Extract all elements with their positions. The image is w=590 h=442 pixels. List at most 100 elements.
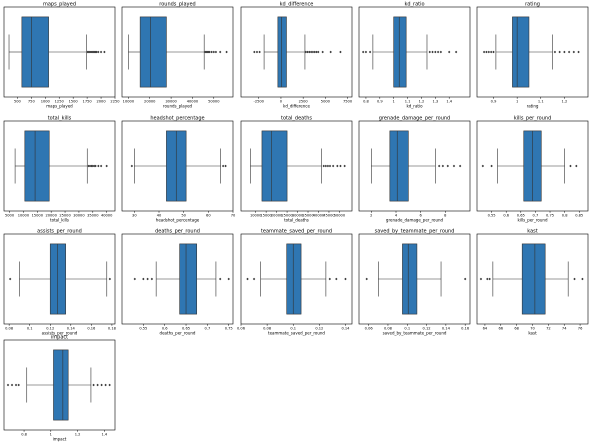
outlier-point: [308, 50, 311, 54]
axes-frame: [358, 233, 471, 325]
outlier-point: [567, 50, 571, 54]
x-tick-label: 30000: [292, 214, 304, 218]
x-tick-label: 40000: [101, 214, 113, 218]
outlier-point: [214, 50, 218, 54]
subplot-rating: rating 0.9 1 1.1 1.2 rating: [476, 2, 589, 109]
x-axis-label: rating: [527, 104, 539, 109]
outlier-point: [95, 50, 98, 54]
iqr-box: [277, 16, 287, 88]
x-axis-label: maps_played: [46, 104, 73, 109]
axes-frame: [240, 6, 353, 98]
x-tick-label: 1.1: [538, 100, 544, 104]
subplot-title: headshot_percentage: [150, 116, 204, 122]
outlier-point: [104, 383, 107, 387]
outlier-point: [331, 164, 335, 168]
x-axis-label: grenade_damage_per_round: [386, 218, 444, 223]
x-tick-label: 750: [28, 100, 36, 104]
x-tick-label: 1000: [41, 100, 51, 104]
x-tick-label: 0.8: [363, 100, 369, 104]
x-tick-label: 15000: [32, 214, 44, 218]
x-axis-label: kd_ratio: [406, 104, 423, 109]
outlier-point: [489, 50, 493, 54]
outlier-point: [88, 164, 92, 168]
outlier-point: [97, 50, 100, 54]
x-tick-label: 0.6: [503, 214, 509, 218]
x-tick-label: 0.12: [315, 327, 323, 331]
outlier-point: [258, 50, 261, 54]
iqr-box: [139, 16, 167, 88]
x-tick-label: 2: [370, 214, 372, 218]
x-tick-label: 50: [181, 214, 186, 218]
iqr-box: [21, 16, 49, 88]
x-tick-label: 0.7: [205, 327, 211, 331]
x-tick-label: 20000: [45, 214, 57, 218]
x-tick-label: 25000: [59, 214, 71, 218]
x-tick-label: 1: [50, 433, 52, 437]
outlier-point: [441, 164, 445, 168]
x-tick-label: 0.08: [263, 327, 272, 331]
x-tick-label: 0.1: [290, 327, 296, 331]
outlier-point: [150, 277, 154, 281]
outlier-point: [336, 164, 339, 168]
x-tick-label: 15000: [260, 214, 272, 218]
outlier-point: [486, 277, 489, 281]
outlier-point: [339, 50, 342, 54]
subplot-rounds-played: rounds_played 10000 20000 30000 40000 50000 ro…: [121, 2, 234, 109]
outlier-point: [452, 164, 456, 168]
x-tick-label: 500: [14, 100, 22, 104]
x-axis-label: saved_by_teammate_per_round: [383, 331, 447, 336]
axes-frame: [3, 339, 116, 431]
x-tick-label: 50000: [334, 214, 346, 218]
iqr-box: [521, 243, 546, 315]
outlier-point: [309, 50, 313, 54]
iqr-box: [179, 243, 198, 315]
outlier-point: [492, 50, 495, 54]
outlier-point: [105, 164, 108, 168]
outlier-point: [321, 50, 324, 54]
x-tick-label: 1.4: [101, 433, 107, 437]
outlier-point: [329, 50, 332, 54]
subplot-title: rounds_played: [159, 2, 195, 8]
outlier-point: [224, 164, 227, 168]
iqr-box: [389, 130, 409, 202]
x-tick-label: 0.8: [562, 214, 568, 218]
x-tick-label: 0.9: [377, 100, 383, 104]
subplot-kills-per-round: kills_per_round 0.55 0.6 0.65 0.7 0.75 0.8 0.85…: [476, 116, 589, 223]
x-tick-label: 2000: [96, 100, 106, 104]
outlier-point: [304, 50, 308, 54]
outlier-point: [253, 50, 256, 54]
outlier-point: [439, 50, 443, 54]
outlier-point: [317, 50, 320, 54]
outlier-point: [324, 164, 328, 168]
x-tick-label: 0.65: [182, 327, 190, 331]
outlier-point: [218, 50, 222, 54]
x-tick-label: 4: [395, 214, 398, 218]
subplot-title: impact: [51, 335, 68, 341]
x-tick-label: 0.14: [442, 327, 451, 331]
outlier-point: [100, 383, 103, 387]
subplot-deaths-per-round: deaths_per_round 0.55 0.6 0.65 0.7 0.75 deaths…: [121, 229, 234, 336]
x-tick-label: 50000: [208, 100, 220, 104]
outlier-point: [487, 50, 491, 54]
outlier-point: [485, 50, 488, 54]
outlier-point: [103, 50, 106, 54]
outlier-point: [558, 50, 561, 54]
outlier-point: [365, 277, 368, 281]
outlier-point: [454, 50, 458, 54]
outlier-point: [97, 164, 100, 168]
outlier-point: [481, 164, 485, 168]
x-tick-label: 2250: [110, 100, 120, 104]
x-tick-label: 0.55: [488, 214, 496, 218]
outlier-point: [6, 383, 10, 387]
x-tick-label: 68: [514, 327, 519, 331]
outlier-point: [447, 50, 451, 54]
outlier-point: [146, 277, 149, 281]
axes-frame: [121, 6, 234, 98]
x-tick-label: 1: [393, 100, 395, 104]
outlier-point: [361, 50, 365, 54]
x-tick-label: 0: [280, 100, 283, 104]
x-tick-label: 0.16: [87, 327, 96, 331]
outlier-point: [434, 50, 437, 54]
outlier-point: [208, 50, 211, 54]
